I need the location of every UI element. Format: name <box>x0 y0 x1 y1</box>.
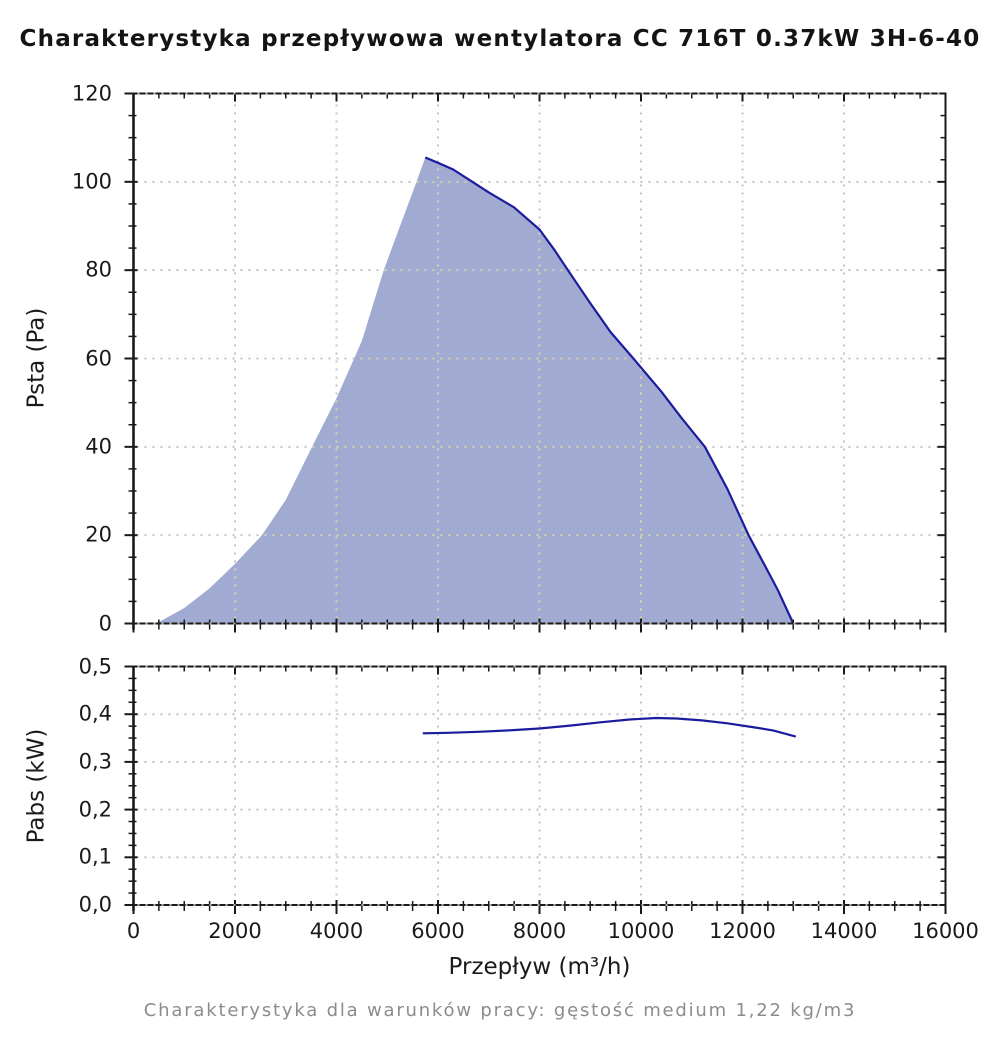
flow-x-tick-label: 8000 <box>512 919 567 943</box>
flow-axis-label: Przepływ (m³/h) <box>448 954 631 980</box>
static-pressure-curve-y-tick-label: 40 <box>85 434 112 459</box>
pressure-area-fill <box>156 157 794 624</box>
flow-x-tick-label: 14000 <box>810 919 878 943</box>
psta-axis-label: Psta (Pa) <box>23 307 50 409</box>
static-pressure-curve-y-tick-label: 100 <box>71 169 112 194</box>
ticks-static-pressure-curve <box>124 92 947 633</box>
absorbed-power-curve-y-tick-label: 0,2 <box>78 797 112 822</box>
absorbed-power-curve-y-tick-label: 0,4 <box>78 701 112 726</box>
flow-x-tick-label: 6000 <box>411 919 465 943</box>
grid-absorbed-power-curve <box>136 669 946 905</box>
flow-x-tick-label: 0 <box>126 919 141 943</box>
absorbed-power-curve-y-tick-label: 0,1 <box>78 844 112 869</box>
ticks-absorbed-power-curve <box>124 665 947 914</box>
operating-conditions-note: Charakterystyka dla warunków pracy: gęst… <box>143 1000 857 1021</box>
flow-x-tick-label: 2000 <box>208 919 262 943</box>
flow-x-tick-label: 10000 <box>607 919 675 943</box>
static-pressure-curve <box>424 156 795 624</box>
static-pressure-curve-y-tick-label: 60 <box>85 346 112 370</box>
pabs-axis-label: Pabs (kW) <box>23 728 50 844</box>
absorbed-power-curve-y-tick-label: 0,0 <box>78 892 112 917</box>
static-pressure-curve-y-tick-label: 80 <box>85 257 112 282</box>
flow-x-tick-label: 4000 <box>309 919 364 943</box>
chart-title: Charakterystyka przepływowa wentylatora … <box>19 26 981 52</box>
static-pressure-curve-y-tick-label: 20 <box>85 522 112 547</box>
absorbed-power-curve-y-tick-label: 0,3 <box>78 749 112 774</box>
static-pressure-curve-y-tick-label: 0 <box>98 611 112 635</box>
absorbed-power-curve <box>422 716 797 738</box>
absorbed-power-curve-y-tick-label: 0,5 <box>78 654 112 678</box>
flow-x-tick-label: 16000 <box>912 919 979 943</box>
static-pressure-curve-y-tick-label: 120 <box>71 81 112 105</box>
flow-x-tick-label: 12000 <box>709 919 776 943</box>
